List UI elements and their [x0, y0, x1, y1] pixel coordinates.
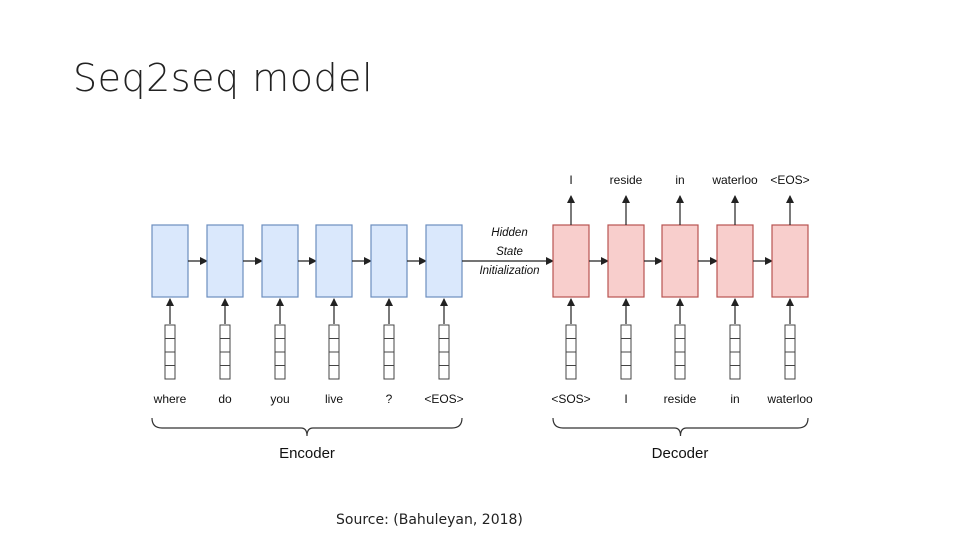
embedding-cell	[784, 324, 796, 339]
embedding-cell	[565, 351, 577, 366]
encoder-embedding	[328, 324, 340, 380]
embedding-cell	[438, 351, 450, 366]
encoder-brace	[151, 417, 463, 437]
decoder-input-token: waterloo	[766, 392, 813, 406]
decoder-output-token: <EOS>	[770, 173, 809, 187]
encoder-input-token: ?	[386, 392, 393, 406]
decoder-cell	[552, 224, 590, 298]
embedding-cell	[729, 365, 741, 380]
embedding-cell	[164, 351, 176, 366]
embedding-cell	[438, 365, 450, 380]
embedding-cell	[219, 324, 231, 339]
embedding-cell	[383, 365, 395, 380]
embedding-cell	[620, 338, 632, 353]
decoder-input-token: in	[730, 392, 739, 406]
decoder-output-token: reside	[610, 173, 643, 187]
encoder-embedding	[164, 324, 176, 380]
embedding-cell	[620, 351, 632, 366]
embedding-cell	[674, 365, 686, 380]
encoder-input-token: you	[270, 392, 289, 406]
embedding-cell	[565, 365, 577, 380]
embedding-cell	[729, 351, 741, 366]
embedding-cell	[784, 365, 796, 380]
encoder-cell	[425, 224, 463, 298]
encoder-embedding	[438, 324, 450, 380]
decoder-input-token: reside	[664, 392, 697, 406]
embedding-cell	[164, 338, 176, 353]
embedding-cell	[784, 351, 796, 366]
embedding-cell	[438, 338, 450, 353]
embedding-cell	[674, 324, 686, 339]
slide-title: Seq2seq model	[73, 56, 373, 100]
encoder-embedding	[383, 324, 395, 380]
embedding-cell	[274, 338, 286, 353]
embedding-cell	[383, 324, 395, 339]
encoder-input-token: live	[325, 392, 343, 406]
embedding-cell	[328, 324, 340, 339]
embedding-cell	[383, 338, 395, 353]
decoder-cell	[716, 224, 754, 298]
encoder-label: Encoder	[279, 445, 335, 462]
encoder-input-token: <EOS>	[424, 392, 463, 406]
hidden-state-label-line: State	[496, 246, 523, 258]
embedding-cell	[438, 324, 450, 339]
encoder-embedding	[219, 324, 231, 380]
encoder-input-token: do	[218, 392, 232, 406]
encoder-cell	[261, 224, 299, 298]
hidden-state-label-line: Hidden	[491, 227, 527, 239]
decoder-embedding	[784, 324, 796, 380]
embedding-cell	[565, 324, 577, 339]
decoder-input-token: <SOS>	[551, 392, 590, 406]
embedding-cell	[274, 324, 286, 339]
decoder-embedding	[565, 324, 577, 380]
embedding-cell	[219, 338, 231, 353]
embedding-cell	[674, 351, 686, 366]
decoder-embedding	[729, 324, 741, 380]
embedding-cell	[164, 365, 176, 380]
decoder-embedding	[620, 324, 632, 380]
embedding-cell	[620, 324, 632, 339]
encoder-input-token: where	[153, 392, 187, 406]
hidden-state-label-line: Initialization	[479, 265, 539, 277]
decoder-cell	[771, 224, 809, 298]
embedding-cell	[328, 338, 340, 353]
encoder-cell	[370, 224, 408, 298]
embedding-cell	[274, 351, 286, 366]
encoder-cell	[206, 224, 244, 298]
embedding-cell	[784, 338, 796, 353]
embedding-cell	[729, 324, 741, 339]
encoder-cell	[315, 224, 353, 298]
embedding-cell	[674, 338, 686, 353]
embedding-cell	[620, 365, 632, 380]
decoder-cell	[607, 224, 645, 298]
embedding-cell	[328, 365, 340, 380]
decoder-cell	[661, 224, 699, 298]
embedding-cell	[274, 365, 286, 380]
embedding-cell	[164, 324, 176, 339]
embedding-cell	[729, 338, 741, 353]
decoder-embedding	[674, 324, 686, 380]
decoder-output-token: in	[675, 173, 684, 187]
source-citation: Source: (Bahuleyan, 2018)	[336, 512, 523, 528]
encoder-cell	[151, 224, 189, 298]
embedding-cell	[219, 351, 231, 366]
embedding-cell	[328, 351, 340, 366]
decoder-output-token: waterloo	[711, 173, 758, 187]
embedding-cell	[219, 365, 231, 380]
embedding-cell	[565, 338, 577, 353]
decoder-brace	[552, 417, 809, 437]
decoder-output-token: I	[569, 173, 572, 187]
decoder-input-token: I	[624, 392, 627, 406]
decoder-label: Decoder	[652, 445, 709, 462]
encoder-embedding	[274, 324, 286, 380]
embedding-cell	[383, 351, 395, 366]
